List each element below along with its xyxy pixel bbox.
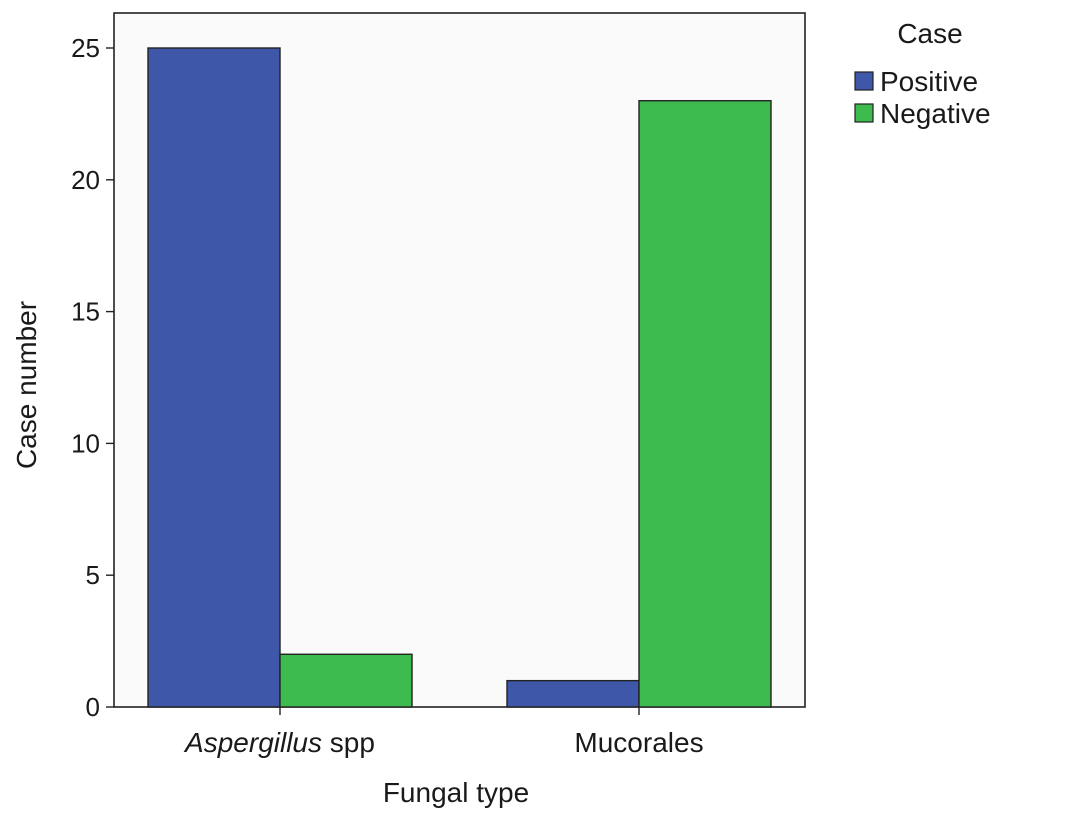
- legend-title: Case: [897, 18, 962, 49]
- x-tick-label: Aspergillus spp: [183, 727, 375, 758]
- x-axis-title: Fungal type: [383, 777, 529, 808]
- y-tick-label: 5: [86, 560, 100, 590]
- x-axis: Aspergillus spp Mucorales: [183, 707, 704, 758]
- y-tick-label: 15: [71, 297, 100, 327]
- legend-swatch-positive: [854, 71, 874, 91]
- y-tick-label: 25: [71, 33, 100, 63]
- bar-negative-mucorales: [638, 100, 772, 708]
- legend-label-negative: Negative: [880, 98, 991, 129]
- y-axis-title: Case number: [11, 301, 42, 469]
- y-tick-label: 0: [86, 692, 100, 722]
- bar-positive-aspergillus-spp: [147, 47, 281, 708]
- y-tick-label: 20: [71, 165, 100, 195]
- x-tick-label: Mucorales: [574, 727, 703, 758]
- bar-negative-aspergillus-spp: [279, 653, 413, 708]
- y-tick-label: 10: [71, 428, 100, 458]
- bars-group: [147, 47, 772, 708]
- y-axis: 0 5 10 15 20 25: [71, 33, 114, 722]
- legend-label-positive: Positive: [880, 66, 978, 97]
- bar-positive-mucorales: [506, 679, 640, 708]
- legend-swatch-negative: [854, 103, 874, 123]
